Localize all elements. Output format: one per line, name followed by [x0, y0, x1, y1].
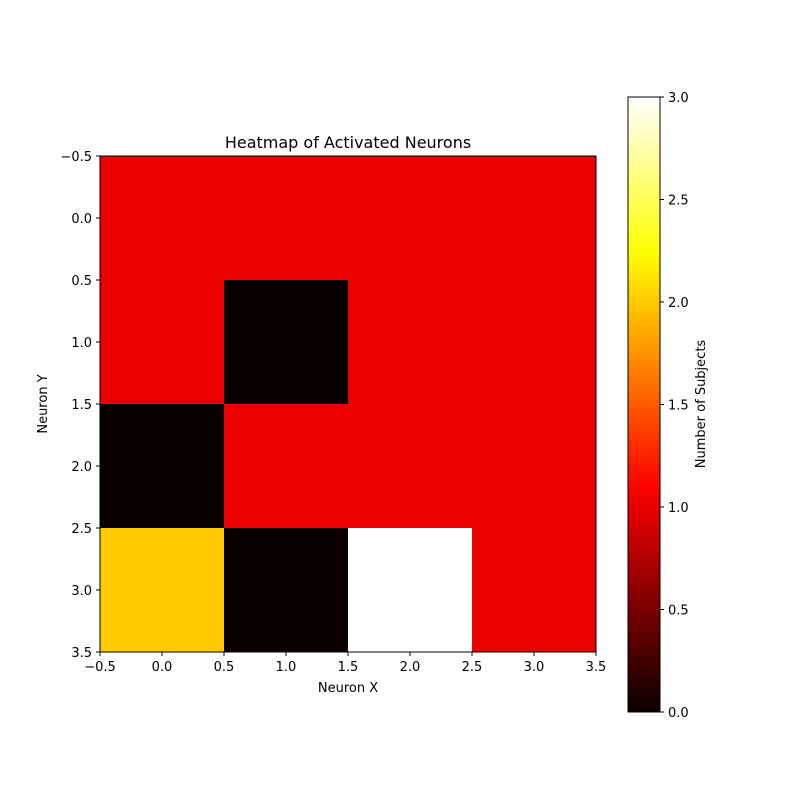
chart-title: Heatmap of Activated Neurons — [225, 133, 471, 152]
y-tick-label: 2.5 — [71, 522, 92, 537]
colorbar-tick-label: 1.0 — [668, 501, 689, 516]
x-tick-label: 0.5 — [214, 660, 235, 675]
x-tick-label: 3.0 — [524, 660, 545, 675]
y-tick-label: 3.5 — [71, 646, 92, 661]
colorbar-tick-label: 0.5 — [668, 604, 689, 619]
heatmap-cell — [224, 404, 349, 529]
x-tick-label: 1.0 — [276, 660, 297, 675]
y-tick-label: 1.5 — [71, 398, 92, 413]
heatmap-cell — [348, 280, 473, 405]
y-axis-label: Neuron Y — [36, 374, 51, 433]
y-tick-label: 0.5 — [71, 274, 92, 289]
x-tick-label: 2.0 — [400, 660, 421, 675]
colorbar-label: Number of Subjects — [694, 340, 709, 469]
heatmap-cell — [100, 404, 225, 529]
heatmap-cell — [472, 280, 597, 405]
colorbar-tick-label: 3.0 — [668, 91, 689, 106]
y-tick-label: 3.0 — [71, 584, 92, 599]
y-tick-label: 0.0 — [71, 212, 92, 227]
colorbar-tick-label: 2.0 — [668, 296, 689, 311]
x-axis-ticks: −0.5 0.0 0.5 1.0 1.5 2.0 2.5 3.0 3.5 — [84, 652, 606, 675]
heatmap-cell — [224, 156, 349, 281]
colorbar-tick-label: 2.5 — [668, 194, 689, 209]
heatmap-cell — [348, 156, 473, 281]
heatmap-cell — [100, 156, 225, 281]
heatmap-cell — [348, 404, 473, 529]
heatmap-cell — [224, 280, 349, 405]
colorbar-tick-label: 0.0 — [668, 706, 689, 721]
heatmap-cells — [100, 156, 597, 653]
heatmap-cell — [472, 156, 597, 281]
y-tick-label: 2.0 — [71, 460, 92, 475]
x-tick-label: −0.5 — [84, 660, 116, 675]
colorbar — [627, 96, 661, 713]
x-tick-label: 1.5 — [338, 660, 359, 675]
y-tick-label: 1.0 — [71, 336, 92, 351]
y-tick-label: −0.5 — [60, 150, 92, 165]
x-tick-label: 0.0 — [152, 660, 173, 675]
heatmap-cell — [100, 528, 225, 653]
colorbar-ticks: 0.0 0.5 1.0 1.5 2.0 2.5 3.0 — [660, 91, 689, 721]
heatmap-cell — [100, 280, 225, 405]
x-axis-label: Neuron X — [318, 681, 378, 696]
y-axis-ticks: −0.5 0.0 0.5 1.0 1.5 2.0 2.5 3.0 3.5 — [60, 150, 100, 661]
heatmap-cell — [472, 528, 597, 653]
x-tick-label: 3.5 — [586, 660, 607, 675]
x-tick-label: 2.5 — [462, 660, 483, 675]
heatmap-cell — [348, 528, 473, 653]
colorbar-tick-label: 1.5 — [668, 399, 689, 414]
heatmap-cell — [224, 528, 349, 653]
heatmap-cell — [472, 404, 597, 529]
